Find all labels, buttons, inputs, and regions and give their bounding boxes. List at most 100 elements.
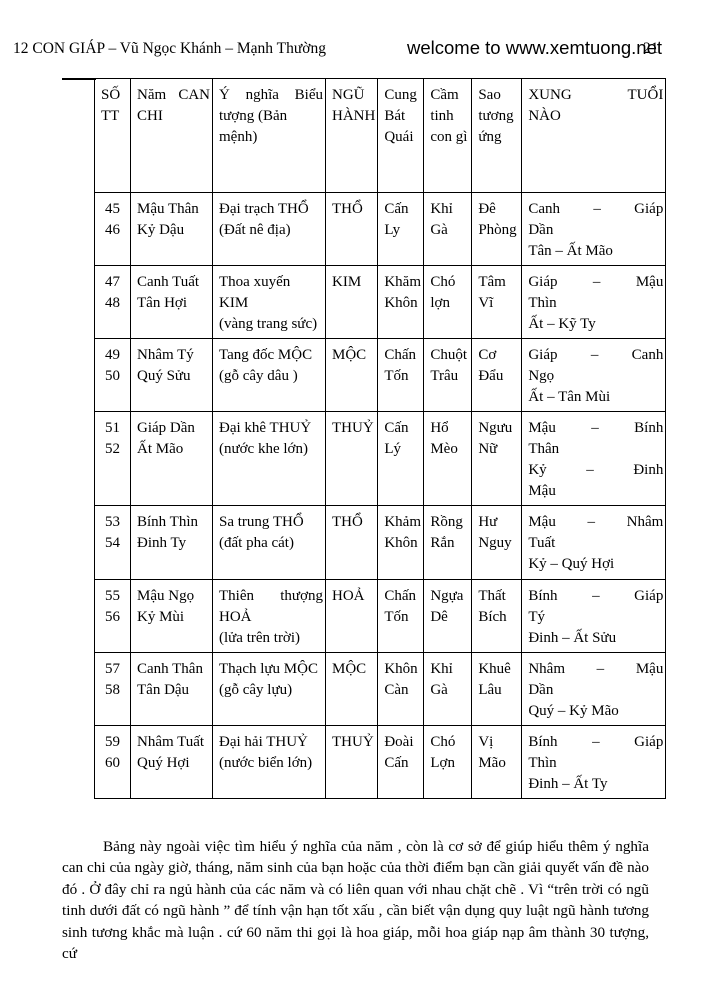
cell-line: THUỶ bbox=[332, 420, 374, 436]
column-header-y-nghia: Ý nghĩa Biểu tượng (Bản mệnh) bbox=[212, 78, 326, 193]
cell-line: Quý Sửu bbox=[137, 368, 191, 384]
cell-line: Tân Dậu bbox=[137, 682, 190, 698]
cell-cam-tinh: Chuột Trâu bbox=[423, 338, 473, 412]
cell-line: 50 bbox=[105, 368, 120, 384]
cell-line: Lợn bbox=[430, 755, 455, 771]
cell-line: MỘC bbox=[332, 661, 367, 677]
cell-line: Thoa xuyến KIM bbox=[219, 274, 291, 311]
cell-line: Giáp – Canh bbox=[528, 347, 664, 363]
cell-y-nghia: Đại trạch THỔ (Đất nê địa) bbox=[212, 192, 326, 266]
table-row: 45 46 Mậu Thân Kỷ Dậu Đại trạch THỔ (Đất nê đ… bbox=[94, 192, 667, 266]
table-row: 55 56 Mậu Ngọ Kỷ Mùi Thiên thượng HOẢ (lửa trê… bbox=[94, 579, 667, 653]
cell-line: Chấn bbox=[384, 347, 417, 363]
cell-line: Rắn bbox=[430, 535, 455, 551]
cell-line: 47 bbox=[105, 274, 120, 290]
cell-line: Mèo bbox=[430, 441, 458, 457]
cell-line: tinh bbox=[430, 108, 454, 124]
cell-line: CHI bbox=[137, 108, 163, 124]
cell-line: 59 bbox=[105, 734, 120, 750]
cell-line: Dần bbox=[528, 682, 554, 698]
cell-y-nghia: Sa trung THỔ (đất pha cát) bbox=[212, 505, 326, 580]
cell-cung-bat-quai: Khảm Khôn bbox=[377, 505, 425, 580]
cell-line: Năm CAN bbox=[137, 87, 210, 103]
cell-line: Cơ bbox=[478, 347, 497, 363]
table-row: 49 50 Nhâm Tý Quý Sửu Tang đốc MỘC (gỗ cây dâ… bbox=[94, 338, 667, 412]
cell-line: 55 bbox=[105, 588, 120, 604]
cell-line: Tân Hợi bbox=[137, 295, 188, 311]
column-header-so-tt: SỐ TT bbox=[94, 78, 131, 193]
cell-xung-tuoi: Mậu – Nhâm Tuất Kỷ – Quý Hợi bbox=[521, 505, 667, 580]
cell-line: Đoài bbox=[384, 734, 414, 750]
cell-line: HOẢ bbox=[332, 588, 365, 604]
cell-line: Khôn bbox=[384, 535, 418, 551]
cell-line: Tân – Ất Mão bbox=[528, 243, 613, 259]
cell-line: Mậu – Nhâm bbox=[528, 514, 664, 530]
cell-line: Khôn bbox=[384, 661, 418, 677]
cell-line: Hổ bbox=[430, 420, 449, 436]
cell-line: Trâu bbox=[430, 368, 459, 384]
cell-sao-tuong-ung: Hư Nguy bbox=[471, 505, 523, 580]
cell-line: Bính Thìn bbox=[137, 514, 198, 530]
cell-line: Bát bbox=[384, 108, 406, 124]
cell-line: (lửa trên trời) bbox=[219, 630, 301, 646]
cell-line: Tốn bbox=[384, 368, 409, 384]
header-rule bbox=[62, 78, 96, 80]
cell-line: NÀO bbox=[528, 108, 561, 124]
cell-so-tt: 55 56 bbox=[94, 579, 131, 653]
cell-line: Mậu bbox=[528, 483, 556, 499]
cell-sao-tuong-ung: Cơ Đẩu bbox=[471, 338, 523, 412]
cell-so-tt: 51 52 bbox=[94, 411, 131, 506]
table-row: 47 48 Canh Tuất Tân Hợi Thoa xuyến KIM (vàng … bbox=[94, 265, 667, 339]
cell-y-nghia: Thoa xuyến KIM (vàng trang sức) bbox=[212, 265, 326, 339]
cell-line: Thạch lựu MỘC bbox=[219, 661, 318, 677]
cell-line: 45 bbox=[105, 201, 120, 217]
cell-line: Lý bbox=[384, 441, 402, 457]
cell-nam-can-chi: Bính Thìn Đinh Ty bbox=[130, 505, 213, 580]
cell-line: Quái bbox=[384, 129, 414, 145]
cell-line: Thất bbox=[478, 588, 506, 604]
cell-line: Canh – Giáp bbox=[528, 201, 664, 217]
cell-line: Kỷ – Quý Hợi bbox=[528, 556, 615, 572]
cell-ngu-hanh: THỔ bbox=[324, 505, 379, 580]
cell-line: Khuê bbox=[478, 661, 511, 677]
cell-cung-bat-quai: Khôn Càn bbox=[377, 652, 425, 726]
page-number: 21 bbox=[643, 40, 659, 57]
cell-line: Sao bbox=[478, 87, 501, 103]
table-header-row: SỐ TT Năm CAN CHI Ý nghĩa Biểu tượng (Bản mện… bbox=[94, 78, 667, 193]
column-header-nam-can-chi: Năm CAN CHI bbox=[130, 78, 213, 193]
table-row: 59 60 Nhâm Tuất Quý Hợi Đại hải THUỶ (nước bi… bbox=[94, 725, 667, 799]
cell-nam-can-chi: Nhâm Tý Quý Sửu bbox=[130, 338, 213, 412]
cell-line: Đại trạch THỔ bbox=[219, 201, 309, 217]
cell-cam-tinh: Hổ Mèo bbox=[423, 411, 473, 506]
cell-nam-can-chi: Giáp Dần Ất Mão bbox=[130, 411, 213, 506]
cell-line: Thìn bbox=[528, 295, 557, 311]
cell-y-nghia: Thạch lựu MỘC (gỗ cây lựu) bbox=[212, 652, 326, 726]
cell-line: Ly bbox=[384, 222, 401, 238]
cell-line: Khỉ bbox=[430, 201, 453, 217]
cell-line: (vàng trang sức) bbox=[219, 316, 318, 332]
cell-line: Chấn bbox=[384, 588, 417, 604]
cell-line: KIM bbox=[332, 274, 362, 290]
cell-line: (đất pha cát) bbox=[219, 535, 294, 551]
cell-line: Nhâm Tý bbox=[137, 347, 194, 363]
cell-line: Chó bbox=[430, 734, 456, 750]
cell-line: Dần bbox=[528, 222, 554, 238]
cell-ngu-hanh: THUỶ bbox=[324, 411, 379, 506]
cell-y-nghia: Đại hải THUỶ (nước biển lớn) bbox=[212, 725, 326, 799]
cell-line: Vĩ bbox=[478, 295, 494, 311]
column-header-cam-tinh: Cầm tinh con gì bbox=[423, 78, 473, 193]
cell-line: Mậu – Bính bbox=[528, 420, 664, 436]
cell-line: Thân bbox=[528, 441, 560, 457]
cell-line: Bính – Giáp bbox=[528, 734, 664, 750]
cell-line: Càn bbox=[384, 682, 409, 698]
cell-line: 60 bbox=[105, 755, 120, 771]
cell-ngu-hanh: HOẢ bbox=[324, 579, 379, 653]
cell-sao-tuong-ung: Ngưu Nữ bbox=[471, 411, 523, 506]
cell-line: Cấn bbox=[384, 420, 409, 436]
cell-line: Ất Mão bbox=[137, 441, 184, 457]
cell-line: (gỗ cây lựu) bbox=[219, 682, 293, 698]
cell-line: Đê bbox=[478, 201, 496, 217]
cell-line: SỐ bbox=[101, 87, 121, 103]
cell-line: Thìn bbox=[528, 755, 557, 771]
cell-sao-tuong-ung: Thất Bích bbox=[471, 579, 523, 653]
